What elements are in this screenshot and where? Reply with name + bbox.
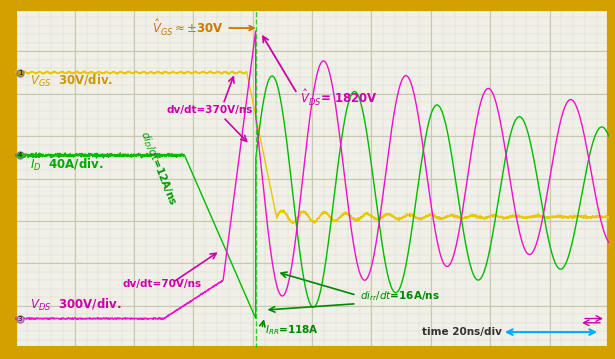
- Text: $I_D$  40A/div.: $I_D$ 40A/div.: [30, 157, 104, 173]
- Text: $V_{GS}$  30V/div.: $V_{GS}$ 30V/div.: [30, 73, 114, 89]
- Text: $V_{DS}$  300V/div.: $V_{DS}$ 300V/div.: [30, 297, 122, 313]
- Text: $di_{rr}/dt$=16A/ns: $di_{rr}/dt$=16A/ns: [360, 289, 440, 303]
- Text: dv/dt=70V/ns: dv/dt=70V/ns: [122, 279, 201, 289]
- Text: time 20ns/div: time 20ns/div: [422, 327, 502, 337]
- Text: $di_D/dt$=12A/ns: $di_D/dt$=12A/ns: [137, 129, 180, 208]
- Text: dv/dt=370V/ns: dv/dt=370V/ns: [167, 105, 253, 115]
- Text: 3: 3: [18, 316, 22, 322]
- Text: $\hat{V}_{GS}$$\approx$$\pm$30V: $\hat{V}_{GS}$$\approx$$\pm$30V: [152, 18, 254, 38]
- Text: $\hat{V}_{DS}$= 1820V: $\hat{V}_{DS}$= 1820V: [300, 88, 378, 108]
- Text: 4: 4: [18, 152, 22, 158]
- Text: 1: 1: [18, 70, 22, 76]
- Text: $I_{RR}$=118A: $I_{RR}$=118A: [264, 323, 319, 337]
